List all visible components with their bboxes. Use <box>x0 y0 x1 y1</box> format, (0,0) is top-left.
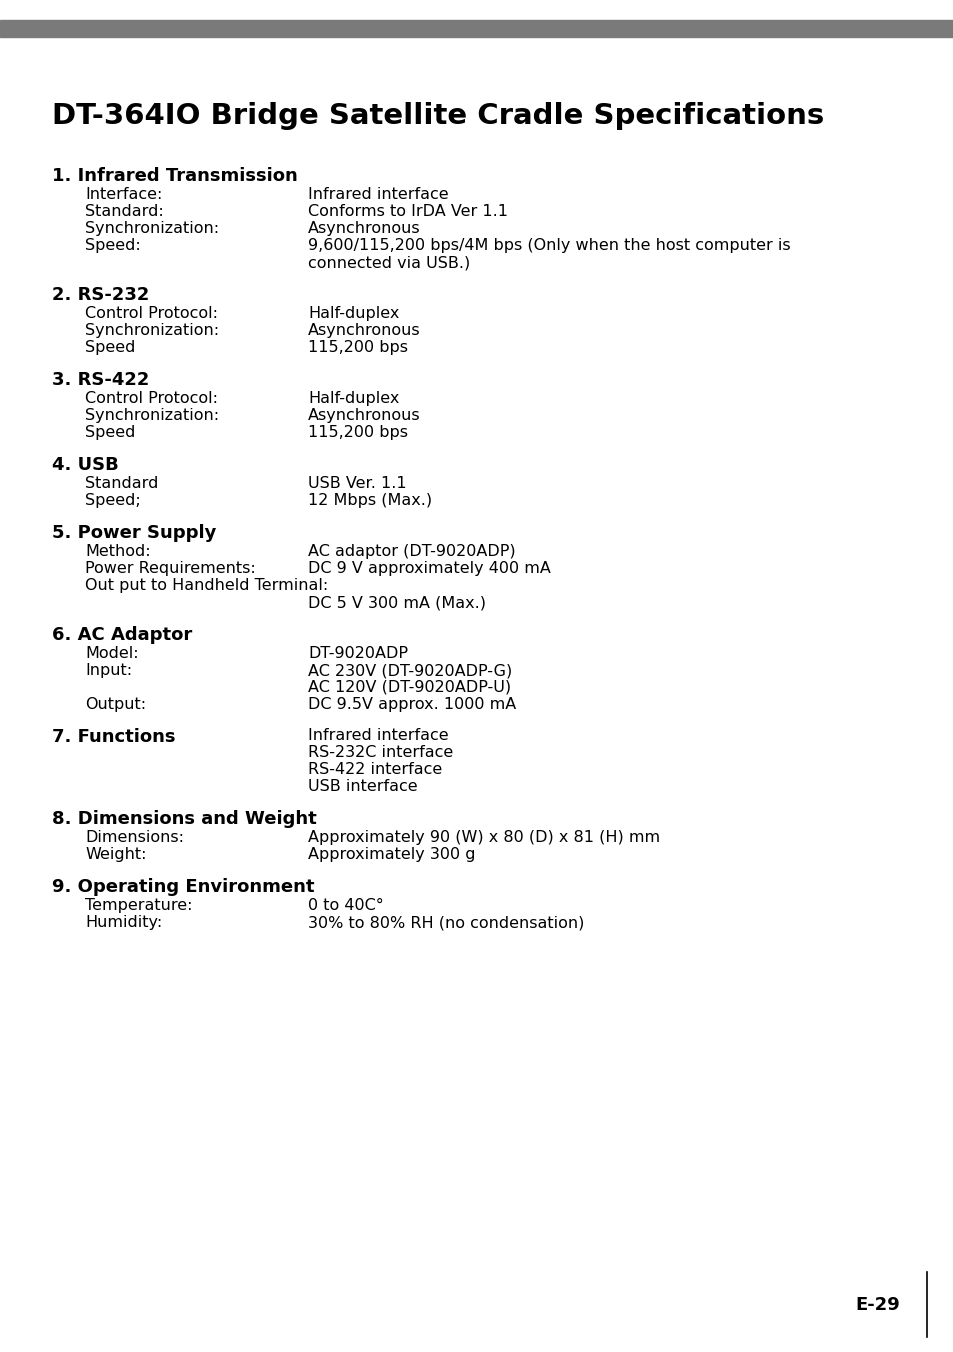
Text: Asynchronous: Asynchronous <box>308 408 420 423</box>
Text: Conforms to IrDA Ver 1.1: Conforms to IrDA Ver 1.1 <box>308 204 507 219</box>
Text: Method:: Method: <box>85 544 151 558</box>
Text: Half-duplex: Half-duplex <box>308 391 399 406</box>
Text: 115,200 bps: 115,200 bps <box>308 339 408 356</box>
Text: Control Protocol:: Control Protocol: <box>85 306 218 320</box>
Text: Standard: Standard <box>85 476 158 491</box>
Text: Model:: Model: <box>85 646 138 661</box>
Text: Infrared interface: Infrared interface <box>308 727 448 744</box>
Text: 7. Functions: 7. Functions <box>52 727 175 746</box>
Text: Input:: Input: <box>85 662 132 677</box>
Text: Speed: Speed <box>85 425 135 439</box>
Text: Weight:: Weight: <box>85 846 147 863</box>
Text: connected via USB.): connected via USB.) <box>308 256 470 270</box>
Text: Infrared interface: Infrared interface <box>308 187 448 201</box>
Text: Out put to Handheld Terminal:: Out put to Handheld Terminal: <box>85 579 328 594</box>
Text: Asynchronous: Asynchronous <box>308 220 420 237</box>
Text: Output:: Output: <box>85 698 146 713</box>
Text: Synchronization:: Synchronization: <box>85 408 219 423</box>
Text: 1. Infrared Transmission: 1. Infrared Transmission <box>52 168 297 185</box>
Text: 30% to 80% RH (no condensation): 30% to 80% RH (no condensation) <box>308 915 584 930</box>
Text: DC 9.5V approx. 1000 mA: DC 9.5V approx. 1000 mA <box>308 698 516 713</box>
Text: USB Ver. 1.1: USB Ver. 1.1 <box>308 476 406 491</box>
Text: Dimensions:: Dimensions: <box>85 830 184 845</box>
Text: 9. Operating Environment: 9. Operating Environment <box>52 877 314 896</box>
Text: E-29: E-29 <box>854 1297 899 1314</box>
Text: Humidity:: Humidity: <box>85 915 162 930</box>
Text: Speed;: Speed; <box>85 493 141 508</box>
Text: 0 to 40C°: 0 to 40C° <box>308 898 383 913</box>
Text: Asynchronous: Asynchronous <box>308 323 420 338</box>
Text: AC 120V (DT-9020ADP-U): AC 120V (DT-9020ADP-U) <box>308 680 511 695</box>
Text: 9,600/115,200 bps/4M bps (Only when the host computer is: 9,600/115,200 bps/4M bps (Only when the … <box>308 238 790 253</box>
Text: USB interface: USB interface <box>308 779 417 794</box>
Text: 6. AC Adaptor: 6. AC Adaptor <box>52 626 193 644</box>
Text: Temperature:: Temperature: <box>85 898 193 913</box>
Text: RS-232C interface: RS-232C interface <box>308 745 453 760</box>
Text: Control Protocol:: Control Protocol: <box>85 391 218 406</box>
Text: 8. Dimensions and Weight: 8. Dimensions and Weight <box>52 810 316 827</box>
Text: DT-364IO Bridge Satellite Cradle Specifications: DT-364IO Bridge Satellite Cradle Specifi… <box>52 101 823 130</box>
Text: 5. Power Supply: 5. Power Supply <box>52 525 216 542</box>
Text: 12 Mbps (Max.): 12 Mbps (Max.) <box>308 493 432 508</box>
Text: Power Requirements:: Power Requirements: <box>85 561 255 576</box>
Text: Approximately 300 g: Approximately 300 g <box>308 846 475 863</box>
Text: RS-422 interface: RS-422 interface <box>308 763 442 777</box>
Text: Interface:: Interface: <box>85 187 162 201</box>
Text: Synchronization:: Synchronization: <box>85 220 219 237</box>
Text: DC 9 V approximately 400 mA: DC 9 V approximately 400 mA <box>308 561 550 576</box>
Text: Synchronization:: Synchronization: <box>85 323 219 338</box>
Text: DC 5 V 300 mA (Max.): DC 5 V 300 mA (Max.) <box>308 595 485 610</box>
Text: Standard:: Standard: <box>85 204 164 219</box>
Text: Half-duplex: Half-duplex <box>308 306 399 320</box>
Text: 3. RS-422: 3. RS-422 <box>52 370 150 389</box>
Text: AC 230V (DT-9020ADP-G): AC 230V (DT-9020ADP-G) <box>308 662 512 677</box>
Text: Approximately 90 (W) x 80 (D) x 81 (H) mm: Approximately 90 (W) x 80 (D) x 81 (H) m… <box>308 830 659 845</box>
Text: 2. RS-232: 2. RS-232 <box>52 287 150 304</box>
Text: DT-9020ADP: DT-9020ADP <box>308 646 408 661</box>
Text: Speed: Speed <box>85 339 135 356</box>
Text: 4. USB: 4. USB <box>52 456 118 475</box>
Text: 115,200 bps: 115,200 bps <box>308 425 408 439</box>
Text: AC adaptor (DT-9020ADP): AC adaptor (DT-9020ADP) <box>308 544 515 558</box>
Text: Speed:: Speed: <box>85 238 141 253</box>
Bar <box>0 20 953 37</box>
